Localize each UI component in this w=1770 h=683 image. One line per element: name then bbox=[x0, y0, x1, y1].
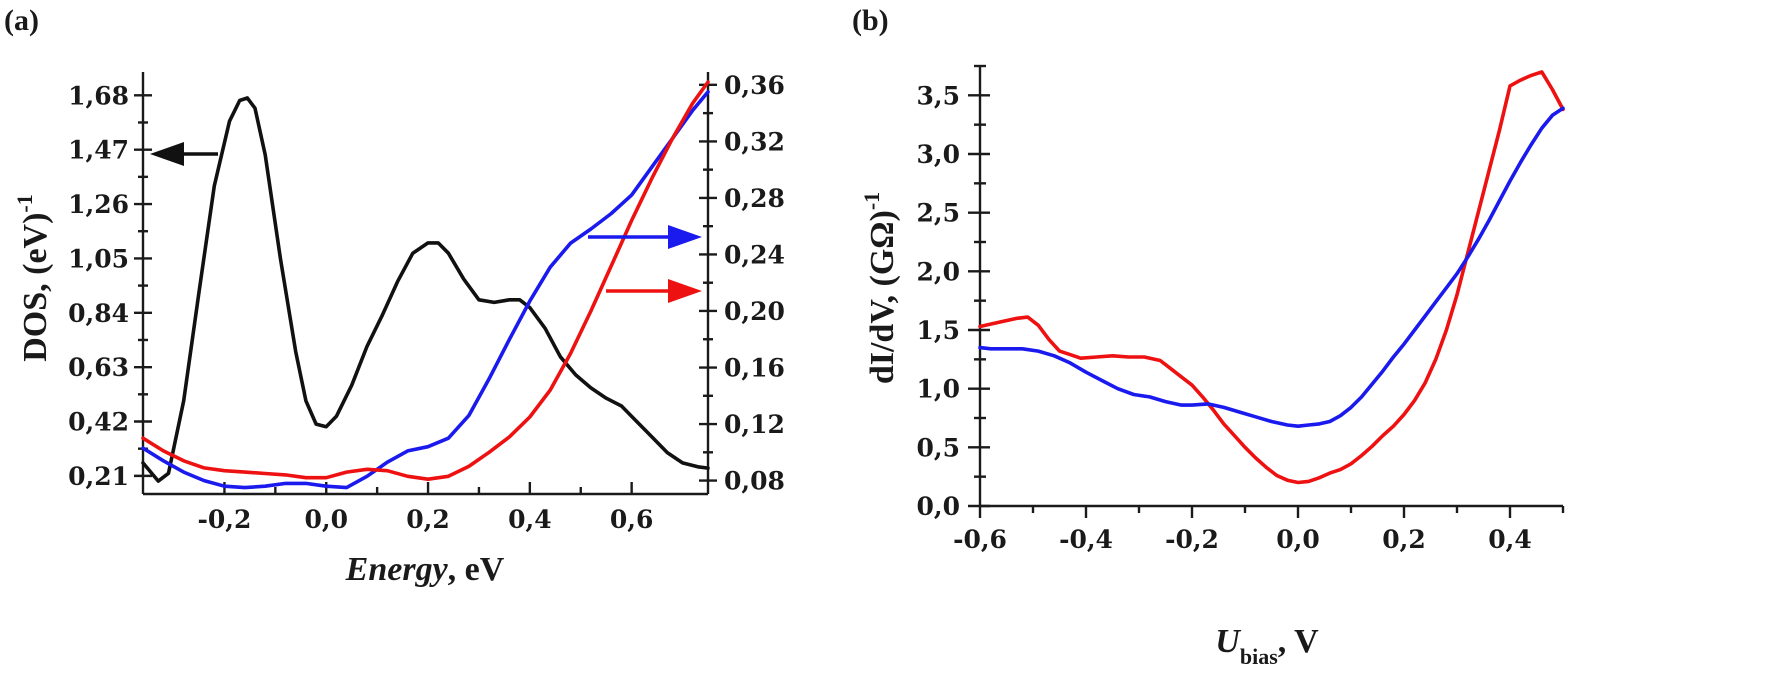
panel-b: (b) -0,6 -0,4 -0,2 0,0 0,2 0,4 0,0 0,5 1,0 1,5 2,0… bbox=[852, 4, 1565, 669]
panel-a-x-tick-label: 0,6 bbox=[610, 505, 654, 534]
panel-a-y-axis-title-main: DOS, (eV) bbox=[17, 213, 54, 362]
panel-b-series-red-line bbox=[978, 70, 1565, 485]
panel-a-red-right-axis-arrow-head bbox=[668, 279, 702, 303]
panel-b-x-axis-title-unit: , V bbox=[1278, 623, 1319, 660]
panel-a-y-right-tick-label: 0,12 bbox=[724, 410, 785, 439]
panel-b-y-tick-label: 1,0 bbox=[917, 375, 961, 404]
panel-a-series-black-line bbox=[141, 96, 710, 483]
panel-b-y-tick-label: 1,5 bbox=[917, 316, 961, 345]
panel-b-x-tick-label: -0,6 bbox=[953, 525, 1007, 554]
panel-a-x-tick-label: 0,0 bbox=[304, 505, 348, 534]
panel-a-arrows bbox=[150, 142, 702, 303]
panel-a-y-axis-title: DOS, (eV)-1 bbox=[12, 194, 54, 362]
panel-b-x-tick-label: 0,4 bbox=[1488, 525, 1532, 554]
panel-b-label: (b) bbox=[852, 4, 889, 37]
panel-a-y-right-tick-label: 0,20 bbox=[724, 297, 785, 326]
panel-a-x-tick-label: 0,2 bbox=[406, 505, 450, 534]
panel-a-series-blue-line bbox=[141, 90, 710, 490]
panel-a-y-right-tick-label: 0,32 bbox=[724, 127, 785, 156]
panel-a-y-right-tick-label: 0,36 bbox=[724, 71, 785, 100]
panel-a-y-axis-title-sup: -1 bbox=[12, 194, 37, 212]
panel-b-x-axis-title-main: U bbox=[1215, 623, 1242, 660]
panel-b-y-tick-label: 0,5 bbox=[917, 433, 961, 462]
panel-a-blue-right-axis-arrow-head bbox=[668, 225, 702, 249]
panel-a-y-left-tick-label: 0,63 bbox=[68, 353, 129, 382]
panel-a-y-left-tick-label: 0,21 bbox=[68, 462, 129, 491]
panel-b-x-axis-title: Ubias, V bbox=[1215, 623, 1319, 669]
panel-b-y-axis-title: dI/dV, (GΩ)-1 bbox=[859, 192, 901, 384]
panel-a-y-right-tick-label: 0,08 bbox=[724, 467, 785, 496]
panel-a-y-left-tick-label: 1,26 bbox=[68, 190, 129, 219]
panel-a-x-axis-title-unit: , eV bbox=[448, 551, 505, 588]
panel-b-y-axis-title-sup: -1 bbox=[859, 192, 884, 210]
panel-a-series-red-line bbox=[141, 80, 710, 481]
panel-a-y-left-tick-label: 1,05 bbox=[68, 244, 129, 273]
panel-b-x-tick-label: 0,2 bbox=[1382, 525, 1426, 554]
panel-b-x-tick-label: -0,4 bbox=[1059, 525, 1113, 554]
panel-a-label: (a) bbox=[4, 4, 39, 37]
panel-a-y-left-tick-label: 1,47 bbox=[68, 136, 129, 165]
panel-a-y-left-tick-label: 0,42 bbox=[68, 408, 129, 437]
panel-b-x-tick-label: -0,2 bbox=[1165, 525, 1219, 554]
panel-b-y-tick-label: 2,0 bbox=[917, 257, 961, 286]
panel-a-x-axis-title-italic: Energy bbox=[345, 551, 449, 588]
panel-a-y-left-tick-label: 1,68 bbox=[68, 81, 129, 110]
panel-b-x-tick-label: 0,0 bbox=[1276, 525, 1320, 554]
panel-b-y-tick-label: 2,5 bbox=[917, 199, 961, 228]
panel-b-x-axis-title-sub: bias bbox=[1240, 644, 1278, 669]
panel-a-x-axis-title: Energy, eV bbox=[345, 551, 505, 588]
panel-a-x-tick-label: -0,2 bbox=[198, 505, 252, 534]
panel-a-series bbox=[141, 80, 710, 490]
panel-b-y-tick-label: 0,0 bbox=[917, 492, 961, 521]
panel-b-axes: -0,6 -0,4 -0,2 0,0 0,2 0,4 0,0 0,5 1,0 1,5 2,0 2,5 3… bbox=[917, 64, 1565, 554]
panel-a-y-right-tick-label: 0,16 bbox=[724, 354, 785, 383]
panel-b-series-blue-line bbox=[978, 106, 1565, 428]
panel-a-y-right-tick-label: 0,24 bbox=[724, 240, 785, 269]
panel-a-y-right-tick-label: 0,28 bbox=[724, 184, 785, 213]
panel-a-left-axis-arrow-head bbox=[150, 142, 184, 166]
panel-a: (a) -0,2 0,0 0,2 0,4 0,6 0,21 0,42 0,63 0,84 1,05… bbox=[4, 4, 785, 588]
panel-b-series bbox=[978, 70, 1565, 485]
panel-a-x-tick-label: 0,4 bbox=[508, 505, 552, 534]
panel-b-y-axis-title-main: dI/dV, (GΩ) bbox=[864, 210, 901, 384]
panel-a-y-left-tick-label: 0,84 bbox=[68, 299, 129, 328]
panel-a-axes: -0,2 0,0 0,2 0,4 0,6 0,21 0,42 0,63 0,84 1,05 1,26… bbox=[68, 71, 785, 534]
panel-b-y-tick-label: 3,0 bbox=[917, 140, 961, 169]
panel-b-y-tick-label: 3,5 bbox=[917, 81, 961, 110]
